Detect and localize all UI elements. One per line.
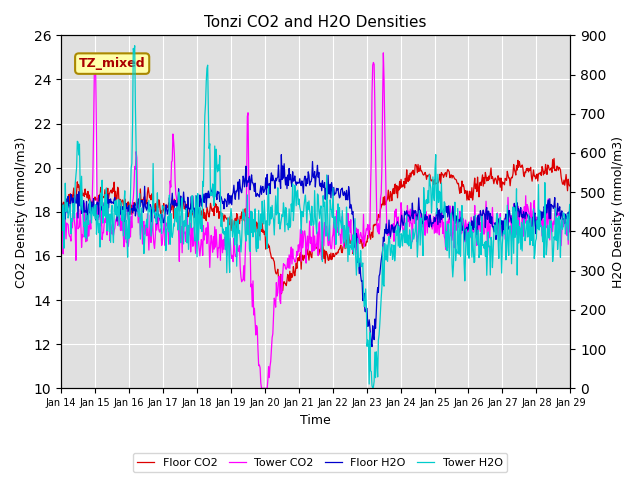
- Floor H2O: [368, 344, 376, 349]
- Tower CO2: [57, 217, 65, 223]
- Floor CO2: [278, 291, 285, 297]
- Tower H2O: [57, 227, 65, 232]
- Floor CO2: [119, 197, 127, 203]
- Line: Floor CO2: Floor CO2: [61, 158, 570, 294]
- Floor H2O: [278, 152, 285, 157]
- Text: TZ_mixed: TZ_mixed: [79, 57, 145, 70]
- Tower CO2: [67, 234, 74, 240]
- Line: Floor H2O: Floor H2O: [61, 155, 570, 347]
- Tower CO2: [394, 226, 401, 231]
- Floor H2O: [67, 205, 74, 211]
- Floor CO2: [566, 182, 574, 188]
- Tower H2O: [379, 244, 387, 250]
- Floor CO2: [550, 156, 558, 161]
- Tower H2O: [198, 228, 206, 234]
- Floor H2O: [394, 219, 401, 225]
- Floor H2O: [379, 248, 387, 253]
- Floor H2O: [57, 217, 65, 223]
- Title: Tonzi CO2 and H2O Densities: Tonzi CO2 and H2O Densities: [204, 15, 427, 30]
- Tower H2O: [131, 43, 138, 48]
- Y-axis label: H2O Density (mmol/m3): H2O Density (mmol/m3): [612, 136, 625, 288]
- Floor CO2: [393, 183, 401, 189]
- Floor CO2: [378, 201, 386, 207]
- Tower H2O: [67, 202, 74, 207]
- Floor H2O: [566, 210, 574, 216]
- Tower CO2: [378, 163, 386, 169]
- Floor H2O: [119, 204, 127, 209]
- Tower CO2: [198, 237, 205, 242]
- Tower H2O: [394, 221, 401, 227]
- Floor CO2: [198, 208, 205, 214]
- Line: Tower H2O: Tower H2O: [61, 46, 570, 388]
- Floor CO2: [57, 197, 65, 203]
- Tower H2O: [566, 216, 574, 222]
- Legend: Floor CO2, Tower CO2, Floor H2O, Tower H2O: Floor CO2, Tower CO2, Floor H2O, Tower H…: [133, 453, 507, 472]
- Line: Tower CO2: Tower CO2: [61, 53, 570, 388]
- Tower H2O: [369, 385, 376, 391]
- Floor H2O: [198, 204, 205, 209]
- Tower CO2: [119, 211, 127, 217]
- Floor CO2: [67, 191, 74, 197]
- Tower CO2: [258, 385, 266, 391]
- Floor H2O: [170, 204, 178, 210]
- Tower CO2: [566, 209, 574, 215]
- Tower CO2: [380, 50, 387, 56]
- Floor CO2: [170, 196, 178, 202]
- Tower CO2: [170, 151, 178, 157]
- X-axis label: Time: Time: [300, 414, 331, 427]
- Tower H2O: [172, 205, 179, 211]
- Tower H2O: [119, 207, 127, 213]
- Y-axis label: CO2 Density (mmol/m3): CO2 Density (mmol/m3): [15, 136, 28, 288]
